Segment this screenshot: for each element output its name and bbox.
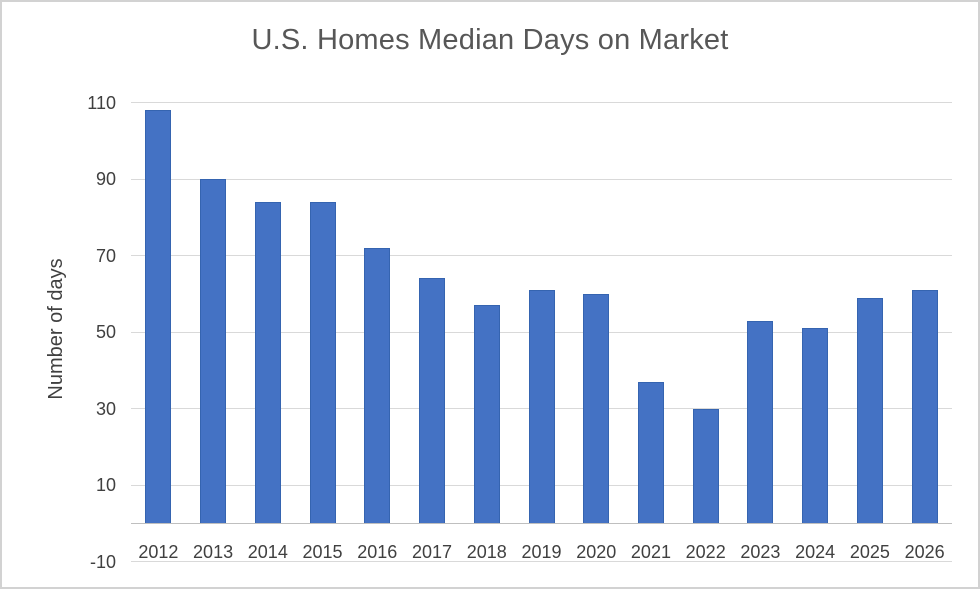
x-tick-label-2014: 2014 [247,542,288,562]
bar-2024 [802,328,829,524]
x-tick-label-2026: 2026 [904,542,945,562]
gridline--10 [131,561,952,562]
gridline-110 [131,102,952,103]
x-tick-label-2017: 2017 [411,542,453,562]
x-tick-label-2016: 2016 [357,542,398,562]
bar-2014 [254,201,281,524]
bar-2019 [528,289,555,524]
bar-2016 [364,247,391,524]
x-tick-label-2013: 2013 [193,542,234,562]
bar-2026 [911,289,938,524]
y-tick-label-50: 50 [95,322,116,342]
y-tick-label-30: 30 [95,398,116,419]
gridline-90 [131,178,952,180]
gridline-70 [131,255,952,256]
x-tick-label-2024: 2024 [795,542,836,562]
bar-2025 [856,297,883,524]
y-tick-label-110: 110 [87,92,116,113]
x-tick-label-2018: 2018 [466,542,507,562]
y-tick-label-70: 70 [95,245,116,266]
bar-2022 [692,408,719,524]
chart-title: U.S. Homes Median Days on Market [251,24,729,56]
y-tick-label-90: 90 [95,169,116,189]
bar-2021 [637,381,664,524]
bar-2017 [419,278,446,524]
x-tick-label-2025: 2025 [849,542,890,562]
x-tick-label-2015: 2015 [302,542,343,562]
x-tick-label-2020: 2020 [576,542,617,562]
x-tick-label-2012: 2012 [138,542,179,562]
y-tick-label--10: -10 [89,551,116,572]
x-tick-label-2023: 2023 [740,542,781,562]
bar-2015 [309,201,336,524]
bar-2012 [145,110,172,524]
bar-2013 [200,179,227,524]
bar-2018 [473,305,500,524]
bar-2023 [747,320,774,524]
x-axis-line [131,522,952,524]
x-tick-label-2019: 2019 [521,542,562,562]
x-tick-label-2022: 2022 [685,542,726,562]
y-tick-label-10: 10 [95,475,116,495]
x-tick-label-2021: 2021 [630,542,671,562]
bar-2020 [583,293,610,524]
